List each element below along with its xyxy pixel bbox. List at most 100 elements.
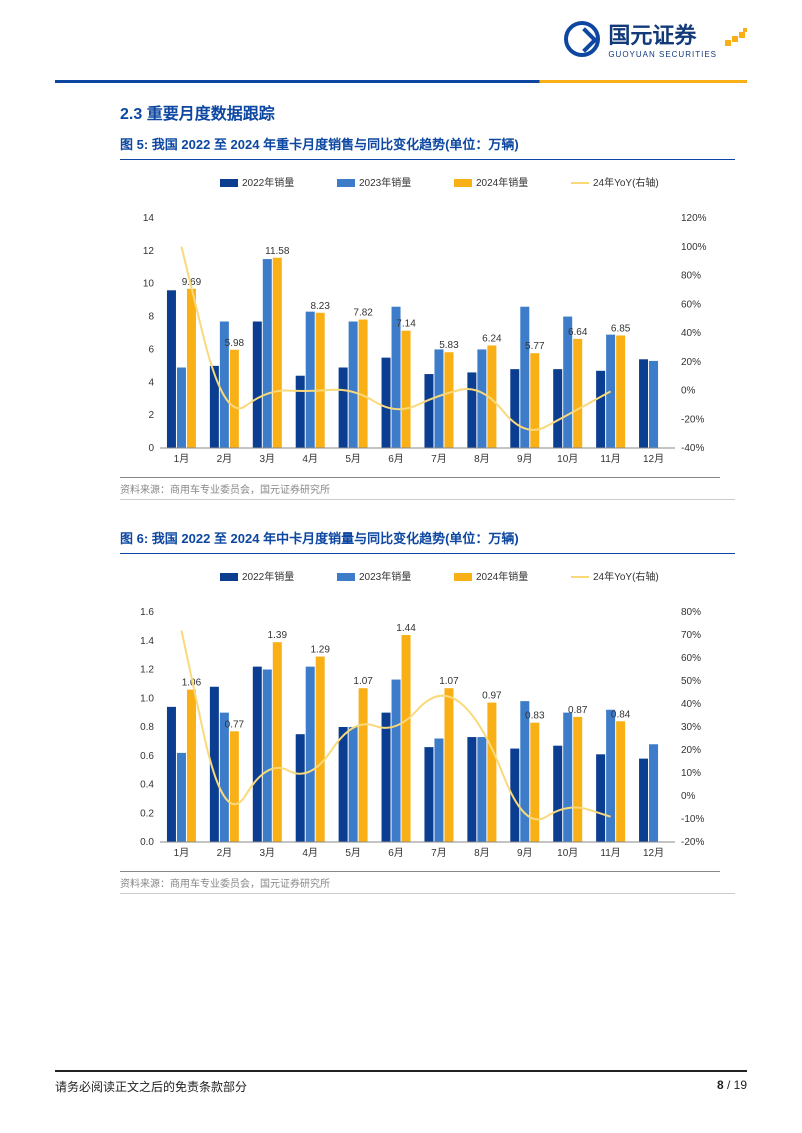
- svg-text:0.2: 0.2: [140, 808, 154, 819]
- svg-text:11月: 11月: [600, 453, 620, 465]
- chart-6-canvas: 2022年销量2023年销量2024年销量24年YoY(右轴)0.00.20.4…: [120, 562, 720, 872]
- svg-text:1月: 1月: [174, 847, 190, 859]
- page-current: 8: [717, 1078, 724, 1092]
- svg-text:0.8: 0.8: [140, 722, 154, 733]
- chart-6-label: 图 6:: [120, 531, 148, 546]
- svg-text:2024年销量: 2024年销量: [476, 570, 528, 583]
- svg-text:0%: 0%: [681, 791, 696, 802]
- chart-6-title-text: 我国 2022 至 2024 年中卡月度销量与同比变化趋势(单位：万辆): [152, 531, 519, 546]
- svg-text:6.64: 6.64: [568, 327, 588, 338]
- svg-text:1.29: 1.29: [310, 645, 330, 656]
- svg-text:0: 0: [148, 443, 154, 454]
- svg-text:0%: 0%: [681, 386, 696, 397]
- page-sep: /: [724, 1078, 734, 1092]
- svg-text:11月: 11月: [600, 847, 620, 859]
- svg-text:30%: 30%: [681, 722, 701, 733]
- page-number: 8 / 19: [717, 1078, 747, 1095]
- svg-text:10月: 10月: [557, 847, 578, 859]
- svg-text:12月: 12月: [643, 847, 664, 859]
- svg-text:2023年销量: 2023年销量: [359, 176, 411, 189]
- svg-text:2024年销量: 2024年销量: [476, 176, 528, 189]
- svg-text:1.44: 1.44: [396, 623, 416, 634]
- svg-text:11.58: 11.58: [265, 246, 290, 257]
- page-header: 国元证券 GUOYUAN SECURITIES: [0, 18, 802, 78]
- svg-text:7.14: 7.14: [396, 319, 416, 330]
- svg-text:6.24: 6.24: [482, 333, 502, 344]
- logo-pixel-icon: [725, 28, 747, 50]
- svg-text:1.07: 1.07: [353, 676, 373, 687]
- svg-text:5.98: 5.98: [225, 338, 245, 349]
- svg-text:6.85: 6.85: [611, 323, 631, 334]
- svg-text:3月: 3月: [260, 453, 276, 465]
- svg-text:5月: 5月: [345, 453, 361, 465]
- svg-text:5.77: 5.77: [525, 341, 545, 352]
- svg-text:-20%: -20%: [681, 837, 704, 848]
- svg-text:2022年销量: 2022年销量: [242, 570, 294, 583]
- chart-5-block: 图 5: 我国 2022 至 2024 年重卡月度销售与同比变化趋势(单位：万辆…: [120, 134, 735, 500]
- svg-text:-20%: -20%: [681, 414, 704, 425]
- svg-text:2022年销量: 2022年销量: [242, 176, 294, 189]
- svg-text:12: 12: [143, 246, 155, 257]
- chart-title-divider: [120, 159, 735, 160]
- svg-text:0.84: 0.84: [611, 709, 631, 720]
- svg-text:4: 4: [148, 377, 154, 388]
- svg-text:50%: 50%: [681, 676, 701, 687]
- chart-5-title: 图 5: 我国 2022 至 2024 年重卡月度销售与同比变化趋势(单位：万辆…: [120, 134, 735, 153]
- svg-text:8: 8: [148, 312, 154, 323]
- svg-text:-10%: -10%: [681, 814, 704, 825]
- svg-text:60%: 60%: [681, 653, 701, 664]
- svg-text:0.77: 0.77: [225, 719, 245, 730]
- svg-text:24年YoY(右轴): 24年YoY(右轴): [593, 570, 659, 583]
- svg-text:1.6: 1.6: [140, 607, 154, 618]
- svg-text:5月: 5月: [345, 847, 361, 859]
- svg-text:60%: 60%: [681, 299, 701, 310]
- brand-text-block: 国元证券 GUOYUAN SECURITIES: [608, 18, 717, 59]
- svg-text:8月: 8月: [474, 847, 490, 859]
- chart-5-title-text: 我国 2022 至 2024 年重卡月度销售与同比变化趋势(单位：万辆): [152, 137, 519, 152]
- svg-text:1.07: 1.07: [439, 676, 459, 687]
- svg-text:8月: 8月: [474, 453, 490, 465]
- svg-text:8.23: 8.23: [310, 301, 330, 312]
- svg-text:0.87: 0.87: [568, 705, 588, 716]
- svg-text:1.0: 1.0: [140, 693, 154, 704]
- chart-title-divider: [120, 553, 735, 554]
- svg-text:0.0: 0.0: [140, 837, 154, 848]
- svg-text:120%: 120%: [681, 213, 707, 224]
- svg-text:4月: 4月: [302, 453, 318, 465]
- svg-text:6: 6: [148, 344, 154, 355]
- chart-5-canvas: 2022年销量2023年销量2024年销量24年YoY(右轴)024681012…: [120, 168, 720, 478]
- brand-name-cn: 国元证券: [608, 18, 717, 50]
- svg-text:10月: 10月: [557, 453, 578, 465]
- svg-text:7月: 7月: [431, 847, 447, 859]
- chart-6-title: 图 6: 我国 2022 至 2024 年中卡月度销量与同比变化趋势(单位：万辆…: [120, 528, 735, 547]
- logo-icon: [564, 21, 600, 57]
- svg-text:12月: 12月: [643, 453, 664, 465]
- svg-text:6月: 6月: [388, 453, 404, 465]
- svg-text:2月: 2月: [217, 453, 233, 465]
- chart-5-source: 资料来源：商用车专业委员会，国元证券研究所: [120, 481, 735, 500]
- svg-text:7.82: 7.82: [353, 308, 373, 319]
- svg-text:9月: 9月: [517, 847, 533, 859]
- svg-text:70%: 70%: [681, 630, 701, 641]
- header-divider: [55, 80, 747, 83]
- brand-logo: 国元证券 GUOYUAN SECURITIES: [564, 18, 747, 59]
- chart-6-source: 资料来源：商用车专业委员会，国元证券研究所: [120, 875, 735, 894]
- section-title-text: 重要月度数据跟踪: [147, 106, 275, 123]
- svg-text:4月: 4月: [302, 847, 318, 859]
- svg-text:6月: 6月: [388, 847, 404, 859]
- svg-text:7月: 7月: [431, 453, 447, 465]
- svg-text:14: 14: [143, 213, 155, 224]
- svg-text:1月: 1月: [174, 453, 190, 465]
- svg-text:40%: 40%: [681, 699, 701, 710]
- page-total: 19: [734, 1078, 747, 1092]
- svg-text:40%: 40%: [681, 328, 701, 339]
- svg-text:-40%: -40%: [681, 443, 704, 454]
- svg-text:2023年销量: 2023年销量: [359, 570, 411, 583]
- svg-text:20%: 20%: [681, 357, 701, 368]
- svg-text:20%: 20%: [681, 745, 701, 756]
- svg-text:80%: 80%: [681, 607, 701, 618]
- section-title: 2.3 重要月度数据跟踪: [120, 100, 735, 124]
- svg-text:1.2: 1.2: [140, 665, 154, 676]
- svg-text:0.83: 0.83: [525, 711, 545, 722]
- svg-text:9月: 9月: [517, 453, 533, 465]
